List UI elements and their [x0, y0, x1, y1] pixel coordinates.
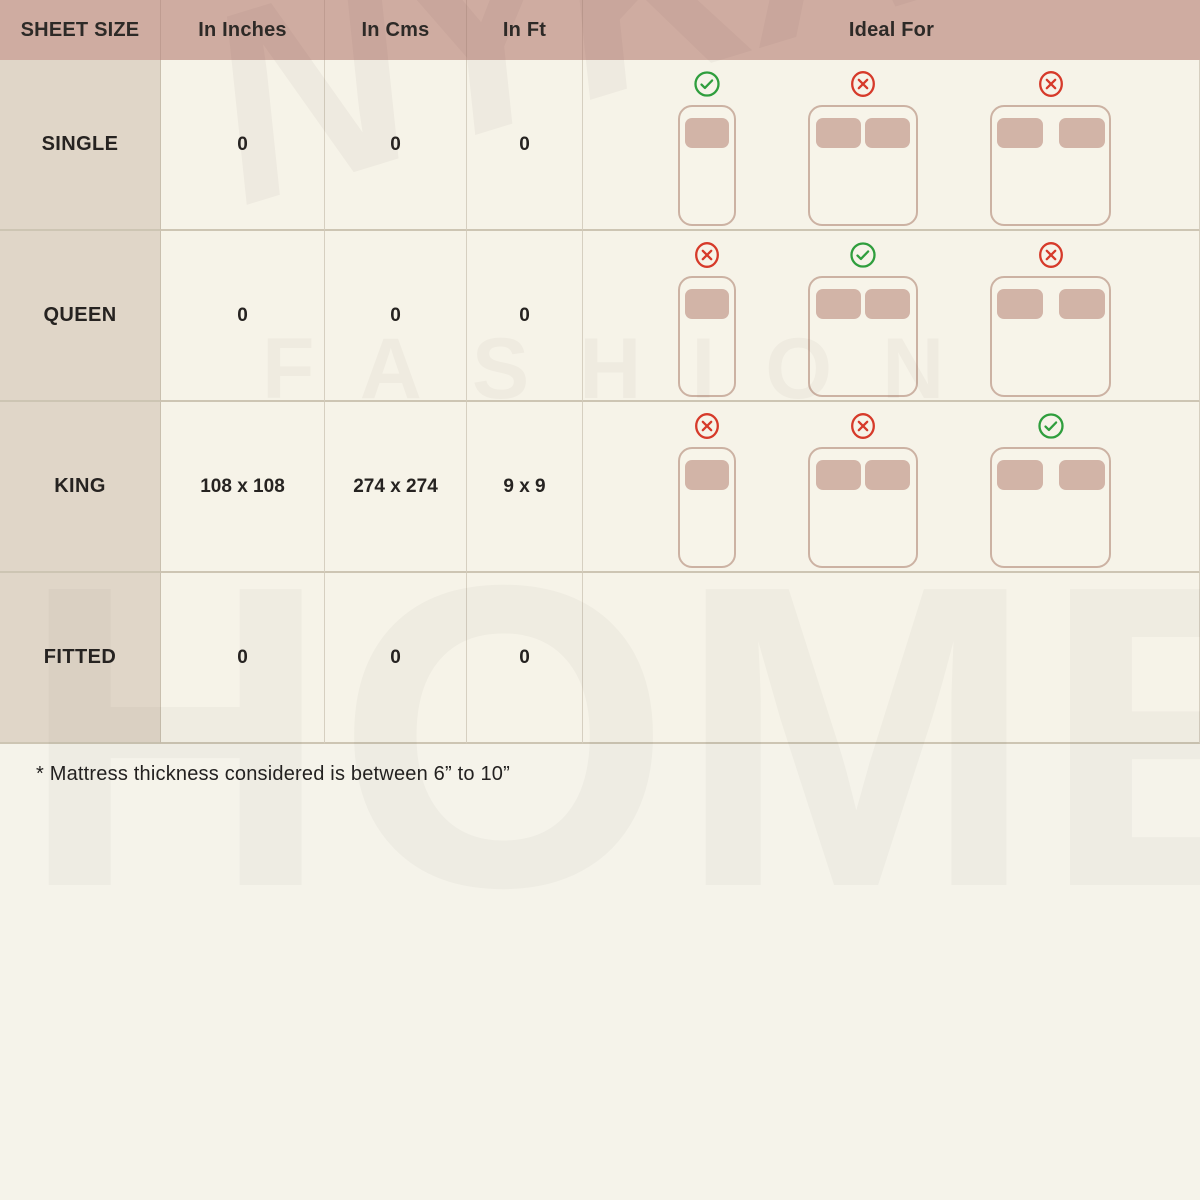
cell-in-cms: 0 [325, 231, 467, 402]
cell-in-inches: 0 [161, 231, 325, 402]
pillow-shape [685, 460, 729, 490]
single-bed-option [678, 241, 736, 397]
king-bed-option [990, 412, 1111, 568]
row-label: QUEEN [0, 231, 161, 402]
pillow-shape [816, 289, 861, 319]
king-bed-option [990, 241, 1111, 397]
header-in-cms: In Cms [325, 0, 467, 60]
single-bed-icon [678, 276, 736, 397]
cell-in-cms: 274 x 274 [325, 402, 467, 573]
cell-in-ft: 0 [467, 60, 583, 231]
cell-in-ft: 0 [467, 573, 583, 744]
cell-ideal-for [583, 573, 1200, 744]
table-row-fitted: FITTED 0 0 0 [0, 573, 1200, 744]
table-row-single: SINGLE 0 0 0 [0, 60, 1200, 231]
check-icon [693, 70, 721, 98]
king-bed-option [990, 70, 1111, 226]
mattress-thickness-note: * Mattress thickness considered is betwe… [36, 763, 510, 785]
cell-ideal-for [583, 402, 1200, 573]
pillow-shape [1058, 460, 1105, 490]
row-label: SINGLE [0, 60, 161, 231]
table-row-king: KING 108 x 108 274 x 274 9 x 9 [0, 402, 1200, 573]
cross-icon [693, 241, 721, 269]
cross-icon [1037, 70, 1065, 98]
cell-in-cms: 0 [325, 573, 467, 744]
queen-bed-icon [808, 447, 918, 568]
cell-ideal-for [583, 231, 1200, 402]
check-icon [849, 241, 877, 269]
pillow-shape [996, 460, 1043, 490]
pillow-shape [1058, 289, 1105, 319]
single-bed-icon [678, 447, 736, 568]
pillow-shape [865, 289, 910, 319]
sheet-size-table: SHEET SIZE In Inches In Cms In Ft Ideal … [0, 0, 1200, 744]
table-row-queen: QUEEN 0 0 0 [0, 231, 1200, 402]
pillow-shape [685, 118, 729, 148]
pillow-shape [996, 118, 1043, 148]
cell-in-ft: 0 [467, 231, 583, 402]
header-ideal-for: Ideal For [583, 0, 1200, 60]
header-sheet-size: SHEET SIZE [0, 0, 161, 60]
cross-icon [849, 70, 877, 98]
cell-ideal-for [583, 60, 1200, 231]
pillow-shape [685, 289, 729, 319]
pillow-shape [865, 118, 910, 148]
king-bed-icon [990, 276, 1111, 397]
pillow-shape [1058, 118, 1105, 148]
pillow-shape [865, 460, 910, 490]
cross-icon [849, 412, 877, 440]
cross-icon [1037, 241, 1065, 269]
cell-in-inches: 0 [161, 60, 325, 231]
queen-bed-option [808, 70, 918, 226]
cell-in-ft: 9 x 9 [467, 402, 583, 573]
row-label: FITTED [0, 573, 161, 744]
check-icon [1037, 412, 1065, 440]
pillow-shape [816, 460, 861, 490]
cell-in-inches: 108 x 108 [161, 402, 325, 573]
pillow-shape [816, 118, 861, 148]
cell-in-inches: 0 [161, 573, 325, 744]
queen-bed-option [808, 412, 918, 568]
table-header-row: SHEET SIZE In Inches In Cms In Ft Ideal … [0, 0, 1200, 60]
header-in-ft: In Ft [467, 0, 583, 60]
cell-in-cms: 0 [325, 60, 467, 231]
single-bed-icon [678, 105, 736, 226]
cross-icon [693, 412, 721, 440]
header-in-inches: In Inches [161, 0, 325, 60]
queen-bed-icon [808, 276, 918, 397]
queen-bed-option [808, 241, 918, 397]
row-label: KING [0, 402, 161, 573]
king-bed-icon [990, 105, 1111, 226]
pillow-shape [996, 289, 1043, 319]
queen-bed-icon [808, 105, 918, 226]
king-bed-icon [990, 447, 1111, 568]
single-bed-option [678, 70, 736, 226]
single-bed-option [678, 412, 736, 568]
